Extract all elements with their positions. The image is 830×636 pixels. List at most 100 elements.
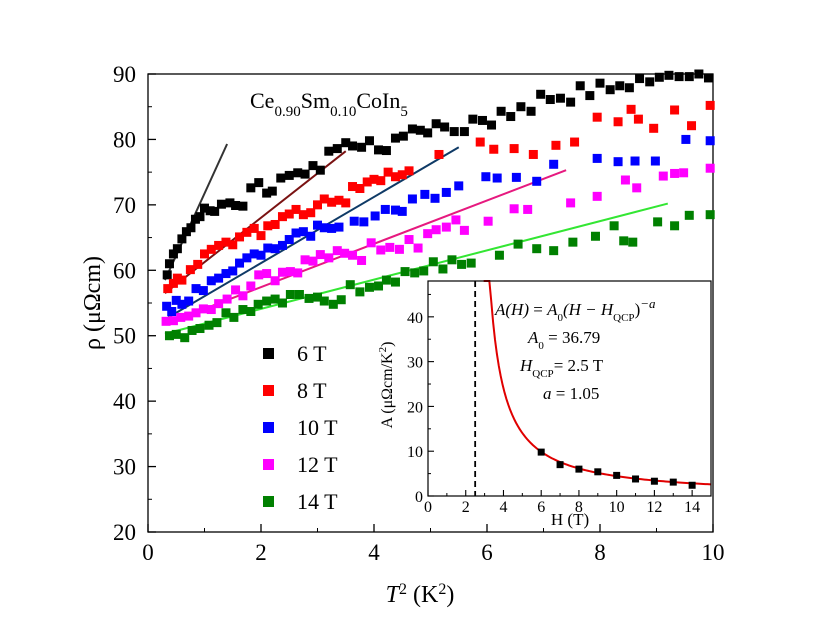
legend-label: 8 T — [297, 378, 327, 403]
data-point — [180, 333, 190, 343]
data-point — [468, 114, 478, 124]
data-point — [410, 268, 420, 278]
data-point — [459, 127, 469, 137]
data-point — [404, 166, 414, 176]
fit-hqcp: HQCP= 2.5 T — [519, 356, 604, 380]
data-point — [705, 100, 715, 110]
data-point — [177, 234, 187, 244]
inset-x-tick-label: 2 — [462, 499, 470, 516]
data-point — [238, 291, 248, 301]
y-tick-label: 90 — [113, 62, 136, 87]
data-point — [605, 85, 615, 95]
data-point — [277, 212, 287, 222]
data-point — [177, 275, 187, 285]
data-point — [441, 187, 451, 197]
data-point — [357, 142, 367, 152]
inset-plot-frame — [427, 280, 712, 497]
inset-x-tick-label: 8 — [575, 499, 583, 516]
data-point — [694, 69, 704, 79]
data-point — [306, 231, 316, 241]
data-point — [276, 173, 286, 183]
data-point — [200, 249, 209, 259]
data-point — [161, 316, 171, 326]
data-point — [341, 138, 351, 148]
y-tick-label: 30 — [113, 455, 136, 480]
legend-label: 6 T — [297, 341, 327, 366]
data-point — [291, 228, 301, 238]
data-point — [570, 137, 580, 147]
data-point — [186, 223, 196, 233]
data-point — [509, 204, 519, 214]
data-point — [176, 312, 186, 322]
data-point — [430, 193, 440, 203]
data-point — [221, 269, 231, 279]
data-point — [162, 270, 172, 280]
data-point — [566, 97, 576, 107]
data-point — [385, 242, 395, 252]
data-point — [481, 172, 491, 182]
data-point — [355, 287, 365, 297]
data-point — [670, 168, 680, 178]
data-point — [254, 178, 264, 188]
inset-y-tick-label: 10 — [407, 444, 423, 461]
data-point — [349, 216, 359, 226]
data-point — [332, 144, 342, 154]
data-point — [400, 267, 410, 277]
data-point — [438, 264, 448, 274]
data-point — [649, 123, 659, 133]
fit-exponent: a = 1.05 — [543, 384, 599, 403]
data-point — [366, 238, 376, 248]
data-point — [249, 223, 259, 233]
fit-line — [164, 169, 567, 325]
data-point — [397, 170, 407, 180]
main-y-axis-label: ρ (μΩcm) — [80, 256, 106, 350]
data-point — [293, 268, 303, 278]
inset-y-tick-label: 20 — [407, 399, 423, 416]
data-point — [364, 282, 374, 292]
data-point — [397, 206, 407, 216]
data-point — [187, 325, 197, 335]
data-point — [216, 199, 226, 209]
inset-y-tick-label: 40 — [407, 310, 423, 327]
data-point — [359, 217, 369, 227]
data-point — [619, 236, 629, 246]
data-point — [475, 137, 485, 147]
data-point — [703, 73, 713, 83]
inset-x-tick-label: 4 — [499, 499, 507, 516]
data-point — [513, 239, 523, 249]
data-point — [308, 256, 318, 266]
data-point — [390, 133, 400, 143]
data-point — [168, 278, 178, 288]
data-point — [674, 72, 684, 82]
data-point — [212, 318, 222, 328]
data-point — [585, 91, 595, 101]
data-point — [681, 134, 691, 144]
inset-data-point — [594, 468, 602, 476]
data-point — [394, 244, 404, 254]
data-point — [238, 201, 248, 211]
data-point — [306, 208, 316, 218]
data-point — [526, 106, 536, 116]
data-point — [679, 168, 689, 178]
data-point — [376, 245, 386, 255]
data-point — [635, 74, 645, 84]
fit-line — [164, 150, 347, 294]
data-point — [423, 229, 433, 239]
data-point — [492, 173, 502, 183]
data-point — [628, 237, 638, 247]
data-point — [431, 225, 441, 235]
data-point — [420, 189, 430, 199]
data-point — [434, 149, 444, 159]
data-point — [487, 120, 497, 130]
data-point — [315, 250, 325, 260]
data-point — [195, 212, 205, 222]
inset-data-point — [613, 471, 621, 479]
data-point — [253, 299, 263, 309]
data-point — [457, 259, 467, 269]
data-point — [532, 244, 542, 254]
data-point — [390, 205, 400, 215]
data-point — [298, 227, 308, 237]
data-point — [308, 161, 318, 171]
data-point — [327, 223, 337, 233]
data-point — [592, 112, 602, 122]
